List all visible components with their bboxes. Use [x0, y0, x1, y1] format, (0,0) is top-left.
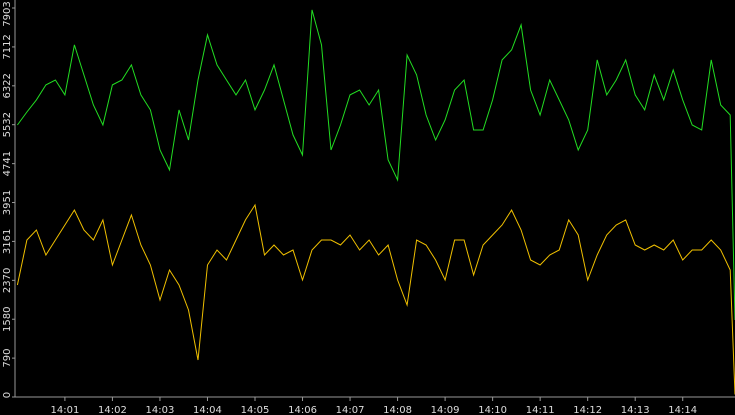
y-tick-label: 0: [2, 392, 13, 398]
y-tick-label: 3161: [2, 229, 13, 254]
y-tick-label: 2370: [2, 268, 13, 293]
y-tick-label: 4741: [2, 151, 13, 176]
x-tick-label: 14:07: [336, 405, 365, 415]
x-tick-label: 14:06: [288, 405, 317, 415]
x-tick-label: 14:02: [98, 405, 127, 415]
y-tick-label: 1580: [2, 307, 13, 332]
x-tick-label: 14:05: [241, 405, 270, 415]
x-tick-label: 14:13: [621, 405, 650, 415]
x-tick-label: 14:10: [478, 405, 507, 415]
series-line: [16, 203, 735, 395]
y-tick-label: 6322: [2, 73, 13, 98]
y-tick-label: 7112: [2, 34, 13, 59]
x-tick-label: 14:12: [573, 405, 602, 415]
x-tick-label: 14:03: [146, 405, 175, 415]
x-tick-label: 14:08: [383, 405, 412, 415]
series-line: [16, 9, 735, 321]
x-tick-label: 14:09: [431, 405, 460, 415]
x-tick-label: 14:01: [50, 405, 79, 415]
y-tick-label: 5532: [2, 112, 13, 137]
x-tick-label: 14:04: [193, 405, 222, 415]
x-tick-label: 14:11: [526, 405, 555, 415]
y-tick-label: 790: [2, 349, 13, 368]
y-tick-label: 3951: [2, 190, 13, 215]
y-tick-label: 7903: [2, 1, 13, 26]
x-tick-label: 14:14: [668, 405, 697, 415]
